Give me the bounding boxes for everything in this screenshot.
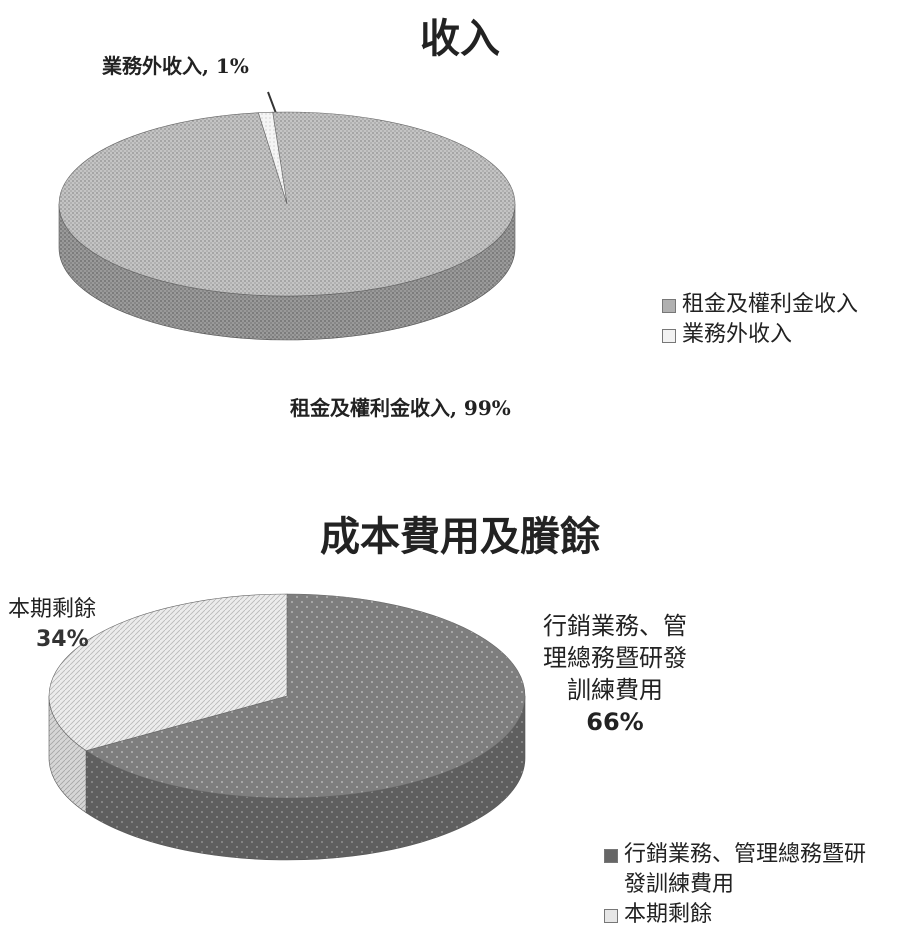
expense-pie-chart: 成本費用及賸餘 本期剩餘 34% [0, 460, 920, 932]
data-label-business-income: 業務外收入, 1% [102, 54, 249, 78]
legend-swatch [604, 849, 618, 863]
legend-label: 租金及權利金收入 [682, 292, 859, 317]
legend-label: 業務外收入 [682, 322, 793, 347]
pie-slice-surplus [48, 593, 288, 751]
income-pie-svg [58, 91, 516, 341]
legend-label-line: 行銷業務、管理總務暨研 [624, 842, 867, 867]
legend: 行銷業務、管理總務暨研 發訓練費用 本期剩餘 [604, 840, 866, 930]
legend-label-line: 發訓練費用 [624, 872, 735, 897]
data-label-name: 行銷業務、管 [543, 612, 687, 640]
data-label-expense: 行銷業務、管 理總務暨研發 訓練費用 66% [520, 610, 710, 738]
data-label-rent-income: 租金及權利金收入, 99% [290, 396, 511, 420]
chart-title: 成本費用及賸餘 [320, 514, 600, 560]
data-label-percent: 34% [36, 627, 89, 652]
data-label-name: 理總務暨研發 [543, 644, 687, 672]
legend-swatch [662, 299, 676, 313]
pie-slice-expense [85, 593, 526, 799]
legend-swatch [604, 909, 618, 923]
data-label-percent: 66% [586, 708, 644, 736]
data-label-surplus: 本期剩餘 34% [8, 595, 96, 655]
pie-slice-business-income [258, 111, 288, 205]
legend-item: 行銷業務、管理總務暨研 發訓練費用 [604, 840, 866, 900]
income-pie-chart: 收入 業務外收入, 1% 租金及權利金收入, 99% 租金及權利金收入 [0, 0, 920, 460]
legend-item: 本期剩餘 [604, 900, 866, 930]
chart-title: 收入 [420, 15, 500, 62]
legend-item: 業務外收入 [662, 320, 858, 350]
legend-swatch [662, 329, 676, 343]
legend-label: 本期剩餘 [624, 902, 713, 927]
data-label-name: 本期剩餘 [8, 597, 97, 622]
expense-pie-svg [48, 593, 526, 861]
legend-label: 行銷業務、管理總務暨研 發訓練費用 [624, 840, 866, 900]
legend: 租金及權利金收入 業務外收入 [662, 290, 858, 350]
data-label-name: 訓練費用 [567, 676, 663, 704]
legend-item: 租金及權利金收入 [662, 290, 858, 320]
